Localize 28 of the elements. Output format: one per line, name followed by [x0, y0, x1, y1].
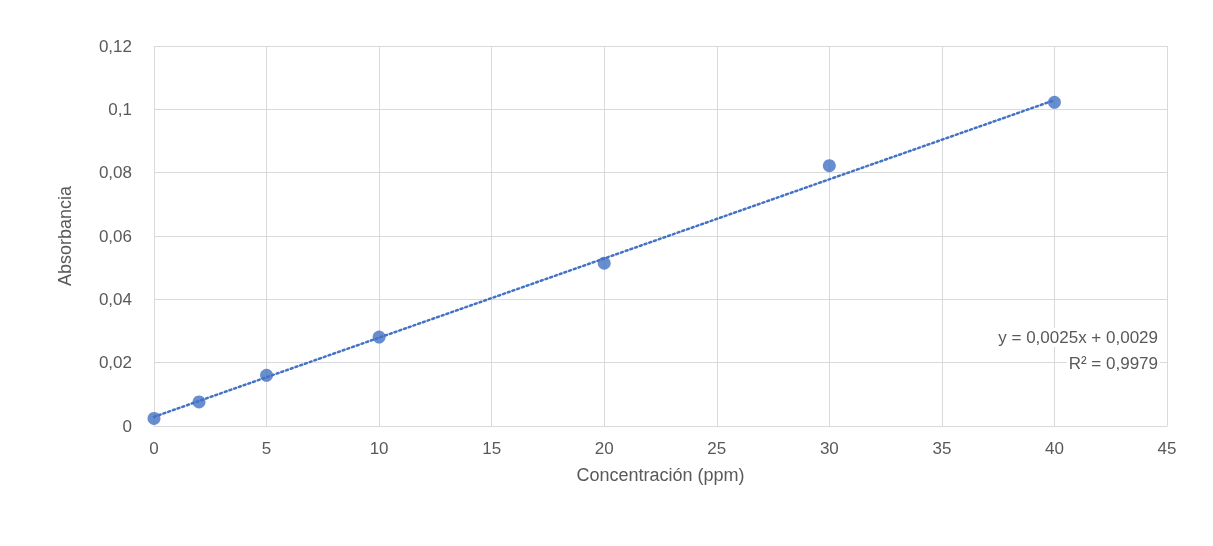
y-tick-label: 0 [122, 416, 132, 436]
annotation: R² = 0,9979 [1068, 354, 1158, 373]
y-tick-label: 0,12 [98, 36, 132, 56]
x-tick-label: 20 [594, 439, 614, 458]
x-tick-label: 45 [1157, 439, 1177, 458]
y-tick-label: 0,02 [98, 353, 132, 373]
x-axis-title: Concentración (ppm) [576, 465, 745, 485]
point [597, 256, 611, 270]
point [260, 368, 274, 382]
point [372, 330, 386, 344]
y-axis-title: Absorbancia [55, 184, 75, 287]
x-tick-label: 5 [261, 439, 272, 458]
point [192, 395, 206, 409]
y-tick-label: 0,06 [98, 226, 132, 246]
annotation: y = 0,0025x + 0,0029 [998, 328, 1159, 347]
x-tick-label: 15 [482, 439, 502, 458]
x-tick-label: 30 [819, 439, 839, 458]
y-tick-label: 0,04 [98, 289, 132, 309]
point [822, 159, 836, 173]
x-tick-label: 0 [149, 439, 159, 458]
point [147, 411, 161, 425]
y-tick-label: 0,08 [98, 163, 132, 183]
x-tick-label: 25 [707, 439, 727, 458]
y-tick-label: 0,1 [108, 99, 132, 119]
point [1047, 95, 1061, 109]
x-tick-label: 35 [932, 439, 952, 458]
x-tick-label: 40 [1044, 439, 1064, 458]
x-tick-label: 10 [369, 439, 389, 458]
